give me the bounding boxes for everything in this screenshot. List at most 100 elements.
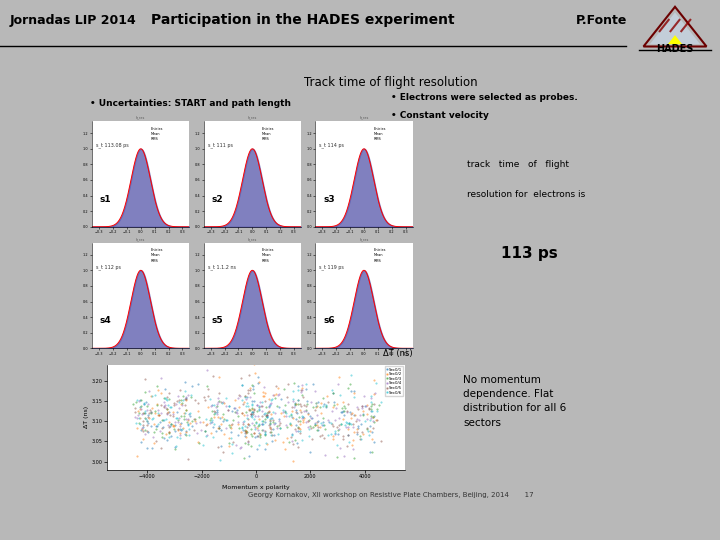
Sec0/4 [222, 402, 230, 409]
Text: h_res: h_res [248, 116, 257, 119]
Sec0/2 [225, 434, 233, 441]
Sec0/1 [292, 440, 301, 447]
Sec0/2 [287, 422, 295, 428]
X-axis label: Momentum x polarity: Momentum x polarity [222, 484, 290, 490]
Polygon shape [649, 12, 701, 44]
Line: Sec0/5: Sec0/5 [134, 374, 382, 473]
Text: s_t 114 ps: s_t 114 ps [319, 143, 344, 148]
Sec0/6 [372, 380, 381, 387]
Sec0/4 [246, 410, 255, 417]
Sec0/5 [249, 430, 258, 436]
Sec0/5 [263, 411, 271, 418]
Text: s6: s6 [323, 316, 335, 325]
Text: s1: s1 [100, 194, 112, 204]
Sec0/6 [225, 403, 233, 409]
Text: s_t 112 ps: s_t 112 ps [96, 264, 121, 270]
Sec0/4 [266, 400, 275, 406]
Text: Participation in the HADES experiment: Participation in the HADES experiment [150, 13, 454, 27]
Text: 113 ps: 113 ps [501, 246, 558, 261]
Sec0/1 [254, 374, 263, 380]
Sec0/4 [358, 404, 366, 411]
Text: Track time of flight resolution: Track time of flight resolution [304, 76, 478, 89]
Sec0/2 [369, 413, 377, 420]
Text: track   time   of   flight: track time of flight [467, 160, 569, 170]
Sec0/5 [250, 406, 258, 412]
Line: Sec0/1: Sec0/1 [140, 376, 375, 456]
Sec0/4 [236, 444, 245, 450]
Text: s_t 113.08 ps: s_t 113.08 ps [96, 143, 129, 148]
Sec0/1 [361, 402, 369, 409]
Y-axis label: ΔT (ns): ΔT (ns) [84, 406, 89, 428]
Sec0/1 [222, 417, 230, 423]
Text: h_res: h_res [359, 237, 369, 241]
Sec0/1 [181, 430, 189, 437]
Sec0/6 [248, 414, 256, 420]
Line: Sec0/2: Sec0/2 [136, 363, 376, 461]
Text: No momentum
dependence. Flat
distribution for all 6
sectors: No momentum dependence. Flat distributio… [463, 375, 566, 428]
Text: s_t 111 ps: s_t 111 ps [207, 143, 233, 148]
Sec0/2 [289, 457, 297, 464]
Sec0/1 [184, 411, 193, 417]
Sec0/3 [289, 380, 298, 387]
Sec0/3 [239, 455, 248, 461]
Polygon shape [668, 35, 683, 44]
Sec0/3 [270, 395, 279, 401]
Text: • Electrons were selected as probes.: • Electrons were selected as probes. [391, 92, 577, 102]
Text: s2: s2 [212, 194, 223, 204]
Text: HADES: HADES [657, 44, 693, 54]
Text: Georgy Kornakov, XII workshop on Resistive Plate Chambers, Beijing, 2014       1: Georgy Kornakov, XII workshop on Resisti… [248, 492, 534, 498]
Sec0/3 [179, 413, 188, 420]
Text: s_t 119 ps: s_t 119 ps [319, 264, 344, 270]
Sec0/4 [282, 421, 290, 428]
Text: resolution for  electrons is: resolution for electrons is [467, 190, 585, 199]
Sec0/1 [240, 430, 249, 436]
Line: Sec0/3: Sec0/3 [132, 383, 379, 459]
Sec0/3 [285, 439, 294, 446]
Sec0/5 [238, 401, 247, 407]
Legend: Sec0/1, Sec0/2, Sec0/3, Sec0/4, Sec0/5, Sec0/6: Sec0/1, Sec0/2, Sec0/3, Sec0/4, Sec0/5, … [384, 367, 403, 396]
Sec0/3 [248, 382, 256, 388]
Text: • Uncertainties: START and path length: • Uncertainties: START and path length [90, 99, 292, 109]
Text: s_t 1.1.2 ns: s_t 1.1.2 ns [207, 264, 235, 270]
Text: • Constant velocity: • Constant velocity [391, 111, 489, 120]
Line: Sec0/6: Sec0/6 [135, 375, 382, 461]
Sec0/1 [265, 402, 274, 409]
Sec0/6 [248, 411, 256, 418]
Sec0/4 [340, 453, 348, 460]
Line: Sec0/4: Sec0/4 [135, 369, 376, 457]
Sec0/1 [238, 382, 246, 388]
Sec0/1 [245, 453, 253, 459]
Text: P.Fonte: P.Fonte [576, 14, 627, 26]
Sec0/3 [231, 409, 240, 415]
Sec0/2 [250, 360, 258, 367]
Sec0/4 [224, 407, 233, 414]
Sec0/5 [245, 372, 253, 379]
Text: h_res: h_res [359, 116, 369, 119]
Text: h_res: h_res [136, 237, 145, 241]
Sec0/6 [266, 416, 275, 423]
Sec0/3 [234, 413, 243, 420]
Sec0/6 [347, 372, 356, 379]
Sec0/2 [186, 420, 194, 427]
Sec0/6 [295, 428, 304, 435]
Text: s5: s5 [212, 316, 223, 325]
Text: Jornadas LIP 2014: Jornadas LIP 2014 [9, 14, 136, 26]
Sec0/5 [266, 424, 274, 430]
Sec0/2 [238, 409, 246, 416]
Sec0/6 [215, 457, 224, 463]
Sec0/5 [224, 407, 233, 413]
Sec0/3 [368, 449, 377, 455]
Sec0/6 [266, 432, 275, 438]
Text: h_res: h_res [136, 116, 145, 119]
Sec0/3 [171, 446, 179, 453]
Sec0/2 [181, 397, 190, 403]
Text: s4: s4 [100, 316, 112, 325]
Sec0/4 [202, 367, 211, 373]
Sec0/2 [270, 437, 279, 443]
Sec0/5 [297, 387, 305, 393]
Sec0/4 [357, 402, 366, 409]
Text: s3: s3 [323, 194, 335, 204]
Text: ΔT (ns): ΔT (ns) [383, 349, 413, 358]
Sec0/5 [358, 428, 366, 435]
Sec0/5 [153, 469, 162, 476]
